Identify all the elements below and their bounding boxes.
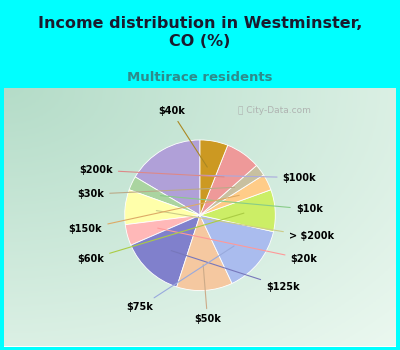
Wedge shape xyxy=(200,145,256,215)
Wedge shape xyxy=(177,215,232,290)
Text: $125k: $125k xyxy=(171,251,300,292)
Text: $40k: $40k xyxy=(158,106,207,167)
Text: $200k: $200k xyxy=(79,165,224,177)
Wedge shape xyxy=(200,190,275,232)
Text: $20k: $20k xyxy=(158,228,317,264)
Text: $10k: $10k xyxy=(160,196,323,214)
Text: $60k: $60k xyxy=(77,213,244,264)
Text: $75k: $75k xyxy=(126,246,234,312)
Text: $50k: $50k xyxy=(194,265,221,324)
Wedge shape xyxy=(125,215,200,245)
Text: $100k: $100k xyxy=(180,173,316,183)
Text: > $200k: > $200k xyxy=(156,211,334,241)
Text: $150k: $150k xyxy=(69,195,239,234)
Text: $30k: $30k xyxy=(77,187,234,199)
Wedge shape xyxy=(129,177,200,215)
Wedge shape xyxy=(200,140,228,215)
Text: ⓘ City-Data.com: ⓘ City-Data.com xyxy=(238,106,311,116)
Wedge shape xyxy=(135,140,200,215)
Wedge shape xyxy=(131,215,200,287)
Text: Multirace residents: Multirace residents xyxy=(127,71,273,84)
Wedge shape xyxy=(125,190,200,225)
Text: Income distribution in Westminster,
CO (%): Income distribution in Westminster, CO (… xyxy=(38,16,362,49)
Wedge shape xyxy=(200,166,264,215)
Wedge shape xyxy=(200,215,274,284)
Wedge shape xyxy=(200,175,271,215)
